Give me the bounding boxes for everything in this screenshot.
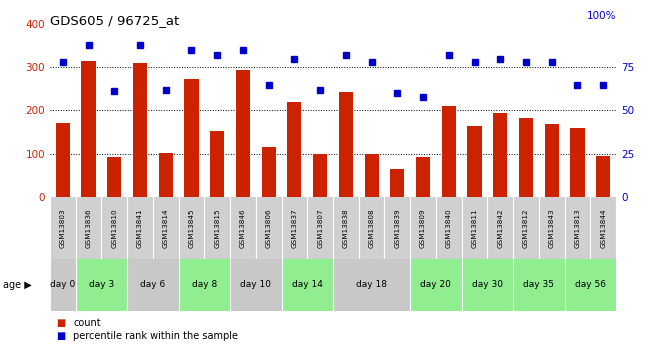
Text: day 6: day 6 xyxy=(141,280,166,289)
Text: ■: ■ xyxy=(57,332,66,341)
Bar xyxy=(313,155,327,197)
Text: GSM13814: GSM13814 xyxy=(163,208,168,247)
Text: GSM13836: GSM13836 xyxy=(85,208,91,247)
Bar xyxy=(184,79,198,197)
Text: GSM13808: GSM13808 xyxy=(368,208,374,247)
Bar xyxy=(416,157,430,197)
Bar xyxy=(570,128,585,197)
Text: GSM13806: GSM13806 xyxy=(266,208,272,247)
Bar xyxy=(333,259,410,310)
Bar xyxy=(133,63,147,197)
Bar xyxy=(178,259,230,310)
Text: day 8: day 8 xyxy=(192,280,217,289)
Bar xyxy=(76,259,127,310)
Text: day 10: day 10 xyxy=(240,280,271,289)
Text: percentile rank within the sample: percentile rank within the sample xyxy=(73,332,238,341)
Text: GSM13809: GSM13809 xyxy=(420,208,426,247)
Bar xyxy=(390,169,404,197)
Text: GSM13815: GSM13815 xyxy=(214,208,220,247)
Bar xyxy=(442,106,456,197)
Bar xyxy=(159,152,172,197)
Bar xyxy=(545,124,559,197)
Text: GSM13812: GSM13812 xyxy=(523,208,529,247)
Text: GSM13813: GSM13813 xyxy=(575,208,581,247)
Bar xyxy=(565,259,616,310)
Text: GSM13844: GSM13844 xyxy=(600,208,606,247)
Text: day 3: day 3 xyxy=(89,280,114,289)
Bar xyxy=(50,259,76,310)
Text: GSM13837: GSM13837 xyxy=(292,208,298,247)
Bar xyxy=(494,112,507,197)
Text: GSM13839: GSM13839 xyxy=(394,208,400,247)
Bar xyxy=(81,61,96,197)
Text: day 30: day 30 xyxy=(472,280,503,289)
Text: GSM13838: GSM13838 xyxy=(343,208,349,247)
Text: day 35: day 35 xyxy=(523,280,554,289)
Text: GSM13846: GSM13846 xyxy=(240,208,246,247)
Bar xyxy=(468,126,482,197)
Bar xyxy=(230,259,282,310)
Bar xyxy=(210,131,224,197)
Bar xyxy=(282,259,333,310)
Bar xyxy=(127,259,178,310)
Text: GSM13842: GSM13842 xyxy=(498,208,503,247)
Text: GDS605 / 96725_at: GDS605 / 96725_at xyxy=(50,14,179,27)
Text: ■: ■ xyxy=(57,318,66,327)
Bar xyxy=(236,70,250,197)
Text: GSM13803: GSM13803 xyxy=(60,208,66,247)
Bar xyxy=(262,147,276,197)
Text: day 0: day 0 xyxy=(50,280,75,289)
Bar xyxy=(513,259,565,310)
Text: GSM13807: GSM13807 xyxy=(317,208,323,247)
Text: day 20: day 20 xyxy=(420,280,452,289)
Text: age ▶: age ▶ xyxy=(3,280,32,289)
Text: count: count xyxy=(73,318,101,327)
Text: day 14: day 14 xyxy=(292,280,323,289)
Bar xyxy=(596,156,610,197)
Bar xyxy=(339,92,353,197)
Bar xyxy=(107,157,121,197)
Text: GSM13845: GSM13845 xyxy=(188,208,194,247)
Bar xyxy=(56,124,70,197)
Bar xyxy=(462,259,513,310)
Text: 100%: 100% xyxy=(587,11,616,21)
Text: GSM13810: GSM13810 xyxy=(111,208,117,247)
Bar xyxy=(287,102,302,197)
Bar xyxy=(410,259,462,310)
Bar xyxy=(519,118,533,197)
Text: GSM13840: GSM13840 xyxy=(446,208,452,247)
Bar xyxy=(364,155,379,197)
Text: GSM13841: GSM13841 xyxy=(137,208,143,247)
Text: GSM13843: GSM13843 xyxy=(549,208,555,247)
Text: day 56: day 56 xyxy=(575,280,606,289)
Text: day 18: day 18 xyxy=(356,280,387,289)
Text: GSM13811: GSM13811 xyxy=(472,208,478,247)
